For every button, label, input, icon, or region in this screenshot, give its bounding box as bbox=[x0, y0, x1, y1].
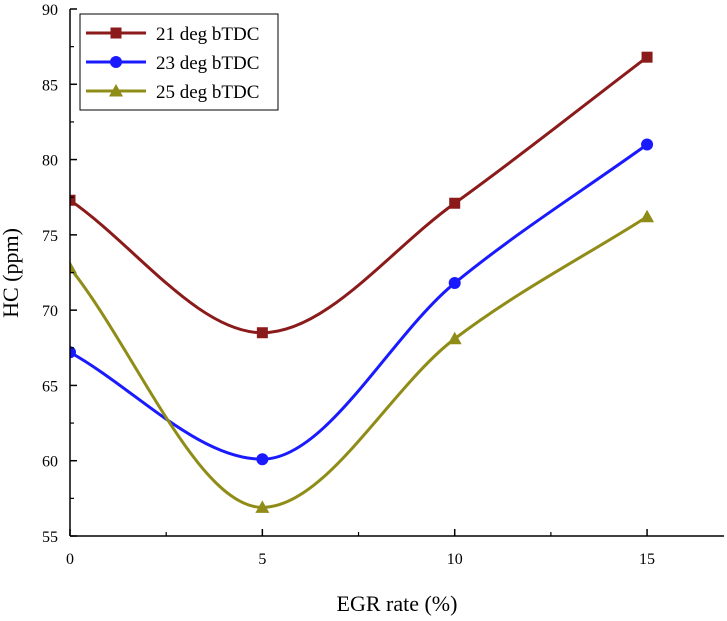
x-tick-label-5: 5 bbox=[258, 551, 266, 568]
data-point-21-deg-x5 bbox=[256, 327, 268, 339]
legend-marker-25-deg bbox=[109, 84, 123, 97]
series-21-deg bbox=[70, 51, 653, 339]
series-23-deg bbox=[70, 138, 654, 466]
series-line-23-deg bbox=[70, 143, 648, 461]
y-tick-label-65: 65 bbox=[42, 378, 58, 395]
data-point-25-deg-x15 bbox=[640, 209, 655, 223]
y-tick-label-70: 70 bbox=[42, 303, 58, 320]
data-point-23-deg-x0 bbox=[70, 346, 76, 359]
y-tick-label-90: 90 bbox=[42, 2, 58, 19]
legend-label-25-deg: 25 deg bTDC bbox=[156, 82, 259, 103]
data-point-21-deg-x15 bbox=[641, 51, 653, 63]
y-tick-label-85: 85 bbox=[42, 77, 58, 94]
legend-label-21-deg: 21 deg bTDC bbox=[156, 24, 259, 45]
legend: 21 deg bTDC 23 deg bTDC 25 deg bTDC bbox=[79, 13, 279, 111]
x-tick-label-0: 0 bbox=[66, 551, 74, 568]
series-group bbox=[70, 51, 655, 513]
x-tick-label-15: 15 bbox=[639, 551, 655, 568]
y-tick-label-55: 55 bbox=[42, 529, 58, 546]
data-point-25-deg-x10 bbox=[447, 331, 462, 345]
legend-marker-21-deg bbox=[110, 27, 122, 39]
data-point-25-deg-x5 bbox=[255, 500, 270, 513]
data-point-23-deg-x5 bbox=[256, 453, 269, 466]
x-tick-label-10: 10 bbox=[447, 551, 463, 568]
y-axis-title: HC (ppm) bbox=[0, 228, 23, 318]
y-tick-label-60: 60 bbox=[42, 454, 58, 471]
y-tick-label-80: 80 bbox=[42, 153, 58, 170]
ticks-group: 55 60 65 70 75 80 85 90 0 5 10 15 bbox=[42, 2, 655, 568]
x-axis-title: EGR rate (%) bbox=[337, 591, 458, 616]
legend-marker-23-deg bbox=[110, 56, 122, 68]
data-point-21-deg-x10 bbox=[449, 197, 461, 209]
data-point-21-deg-x0 bbox=[70, 194, 76, 206]
y-tick-label-75: 75 bbox=[42, 228, 58, 245]
data-point-23-deg-x15 bbox=[641, 138, 654, 151]
data-point-25-deg-x0 bbox=[70, 260, 77, 274]
series-line-21-deg bbox=[70, 55, 648, 335]
series-line-25-deg bbox=[70, 215, 648, 509]
legend-label-23-deg: 23 deg bTDC bbox=[156, 53, 259, 74]
series-25-deg bbox=[70, 209, 655, 513]
data-point-23-deg-x10 bbox=[448, 277, 461, 290]
